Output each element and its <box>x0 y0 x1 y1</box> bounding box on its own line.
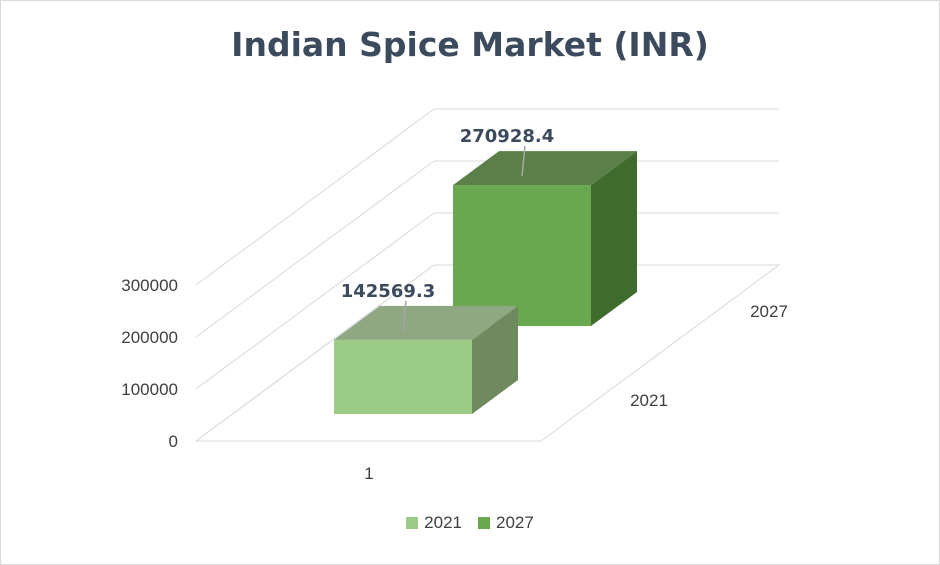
legend-item-2027: 2027 <box>478 513 534 533</box>
bar-2021-front <box>334 339 472 414</box>
bar-2027-data-label: 270928.4 <box>460 126 555 147</box>
bar-2027-side <box>591 151 637 326</box>
gridline-side <box>195 160 435 338</box>
bar-2027-front <box>453 185 591 326</box>
y-tick-label: 0 <box>169 432 178 451</box>
bar-2021-data-label: 142569.3 <box>341 281 436 302</box>
gridline-side <box>195 212 435 390</box>
legend-swatch-2027 <box>478 517 490 529</box>
bar-2027-top <box>453 151 637 186</box>
legend-item-2021: 2021 <box>406 513 462 533</box>
y-tick-label: 200000 <box>121 328 178 347</box>
gridline-side <box>195 264 435 442</box>
bar-2021-side <box>472 305 518 414</box>
legend-label-2027: 2027 <box>496 513 534 532</box>
chart-title: Indian Spice Market (INR) <box>231 25 709 64</box>
bar-2021-top <box>334 305 518 340</box>
legend-label-2021: 2021 <box>424 513 462 532</box>
y-tick-label: 100000 <box>121 380 178 399</box>
chart-legend: 2021 2027 <box>1 513 939 533</box>
gridline-side <box>195 108 435 286</box>
bar-2021-leader <box>402 300 407 331</box>
y-tick-label: 300000 <box>121 276 178 295</box>
bar-2027-leader <box>521 146 526 177</box>
depth-axis-label: 2027 <box>750 302 788 321</box>
legend-swatch-2021 <box>406 517 419 529</box>
x-category-label: 1 <box>364 464 373 483</box>
depth-axis-label: 2021 <box>630 391 668 410</box>
